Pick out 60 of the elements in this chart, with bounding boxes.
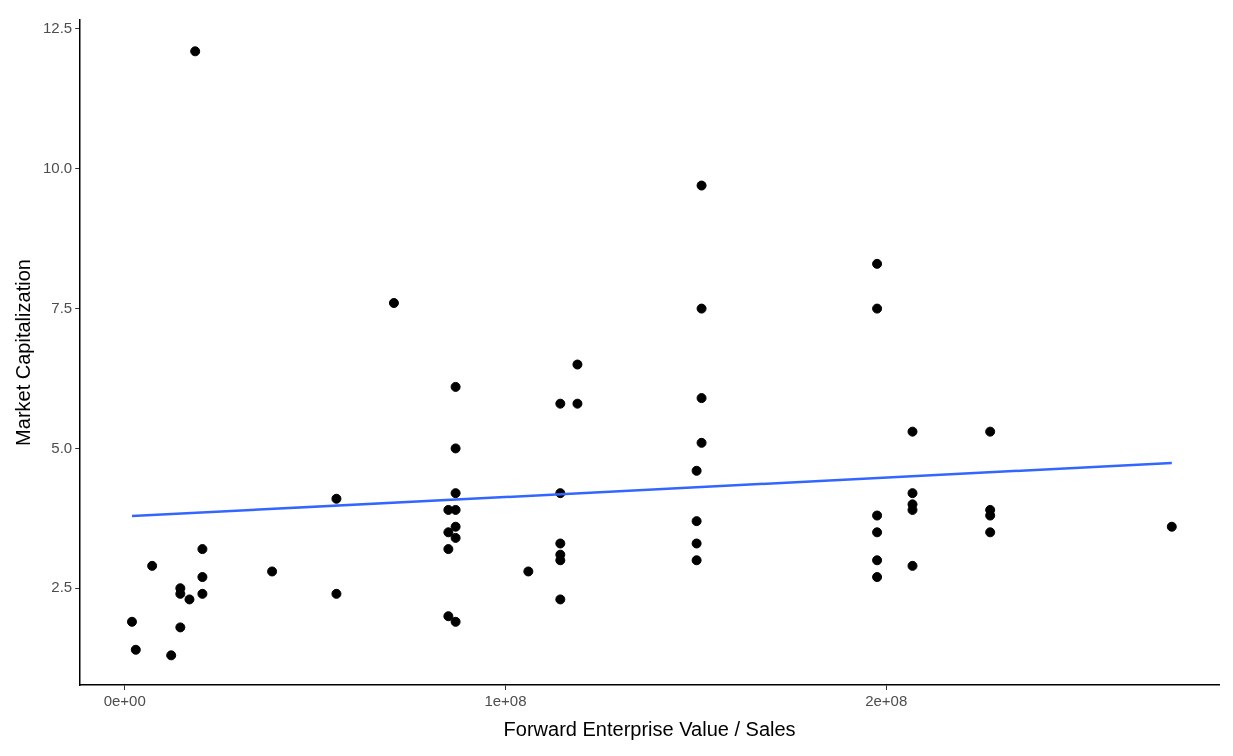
point — [443, 611, 454, 622]
point — [450, 616, 461, 627]
point — [555, 538, 566, 549]
point — [197, 572, 208, 583]
point — [331, 493, 342, 504]
point — [572, 398, 583, 409]
point — [872, 510, 883, 521]
y-tick-label: 7.5 — [51, 298, 73, 316]
y-axis-title: Market Capitalization — [11, 259, 34, 446]
point — [166, 650, 177, 661]
point — [572, 359, 583, 370]
x-tick-label: 2e+08 — [865, 692, 908, 710]
point — [691, 555, 702, 566]
point — [197, 544, 208, 555]
point — [872, 258, 883, 269]
point — [450, 504, 461, 515]
point — [126, 616, 137, 627]
y-tick-label: 5.0 — [51, 438, 73, 456]
point — [147, 560, 158, 571]
x-tick-label: 1e+08 — [484, 692, 527, 710]
point — [555, 594, 566, 605]
y-tick-label: 12.5 — [42, 19, 73, 37]
point — [555, 398, 566, 409]
point — [175, 622, 186, 633]
point — [872, 572, 883, 583]
point — [190, 46, 201, 57]
point — [696, 393, 707, 404]
point — [985, 527, 996, 538]
point — [907, 560, 918, 571]
point — [907, 426, 918, 437]
y-tick-label: 2.5 — [51, 578, 73, 596]
point — [331, 588, 342, 599]
y-tick-label: 10.0 — [42, 158, 73, 176]
point — [130, 644, 141, 655]
point — [450, 521, 461, 532]
point — [907, 488, 918, 499]
x-tick-label: 0e+00 — [103, 692, 146, 710]
point — [443, 527, 454, 538]
point — [872, 303, 883, 314]
point — [450, 443, 461, 454]
point — [691, 538, 702, 549]
point — [696, 437, 707, 448]
point — [696, 303, 707, 314]
point — [872, 555, 883, 566]
point — [184, 594, 195, 605]
point — [267, 566, 278, 577]
point — [1166, 521, 1177, 532]
point — [197, 588, 208, 599]
point — [691, 516, 702, 527]
point — [872, 527, 883, 538]
point — [388, 298, 399, 308]
point — [450, 488, 461, 499]
point — [443, 544, 454, 555]
point — [450, 381, 461, 392]
point — [450, 532, 461, 543]
point — [523, 566, 534, 577]
point — [691, 465, 702, 476]
x-axis-title: Forward Enterprise Value / Sales — [503, 717, 796, 740]
point — [696, 180, 707, 191]
point — [985, 426, 996, 437]
